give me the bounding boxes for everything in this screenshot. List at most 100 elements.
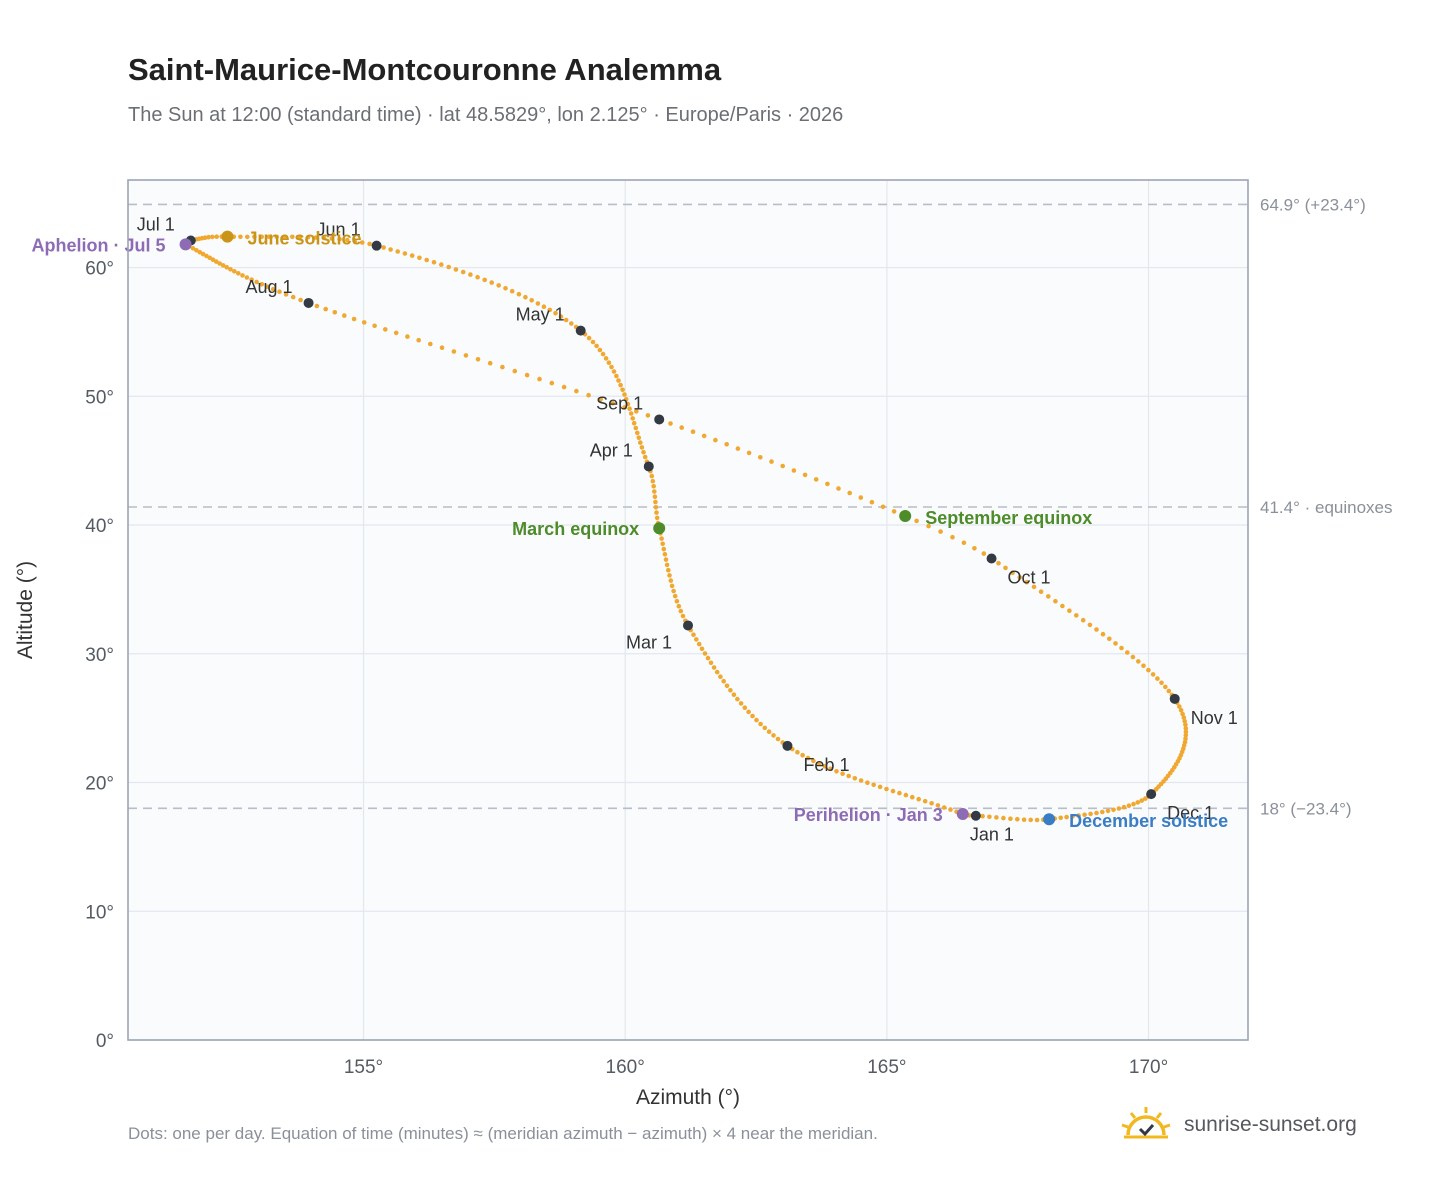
reference-line-label: 41.4° · equinoxes [1260, 498, 1393, 517]
month-marker-dot [683, 620, 693, 631]
daily-sun-dot [1074, 613, 1079, 618]
y-tick-label: 60° [85, 259, 114, 280]
daily-sun-dot [367, 241, 372, 247]
x-tick-label: 170° [1129, 1057, 1168, 1078]
daily-sun-dot [1010, 570, 1015, 575]
daily-sun-dot [1021, 817, 1027, 822]
daily-sun-dot [439, 262, 444, 267]
daily-sun-dot [678, 608, 684, 614]
daily-sun-dot [813, 477, 819, 482]
daily-sun-dot [1100, 809, 1105, 815]
daily-sun-dot [1087, 622, 1093, 628]
daily-sun-dot [487, 360, 493, 366]
daily-sun-dot [1183, 722, 1188, 728]
daily-sun-dot [383, 327, 388, 332]
daily-sun-dot [313, 235, 319, 240]
daily-sun-dot [679, 425, 684, 430]
daily-sun-dot [653, 499, 658, 505]
daily-sun-dot [661, 546, 667, 552]
daily-sun-dot [337, 236, 342, 242]
daily-sun-dot [266, 234, 272, 240]
daily-sun-dot [1113, 641, 1118, 646]
daily-sun-dot [460, 269, 466, 275]
daily-sun-dot [451, 349, 457, 354]
daily-sun-dot [563, 317, 569, 323]
daily-sun-dot [676, 603, 682, 609]
daily-sun-dot [631, 420, 637, 426]
daily-sun-dot [254, 279, 259, 285]
daily-sun-dot [714, 669, 720, 675]
daily-sun-dot [252, 234, 257, 240]
daily-sun-dot [1105, 808, 1111, 814]
daily-sun-dot [512, 368, 518, 374]
daily-sun-dot [1163, 684, 1168, 690]
daily-sun-dot [1178, 707, 1184, 713]
plot-border [127, 179, 1249, 1041]
daily-sun-dot [1060, 603, 1065, 609]
x-axis-label: Azimuth (°) [636, 1086, 740, 1109]
daily-sun-dot [791, 468, 797, 473]
daily-sun-dot [561, 384, 567, 390]
daily-sun-dot [1034, 817, 1040, 823]
daily-sun-dot [228, 267, 233, 272]
daily-sun-dot [393, 330, 399, 336]
daily-sun-dot [597, 347, 603, 353]
daily-sun-dot [680, 613, 686, 619]
event-marker-label: December solstice [1069, 811, 1228, 831]
daily-sun-dot [351, 316, 357, 322]
daily-sun-dot [463, 353, 469, 358]
daily-sun-dot [746, 450, 752, 456]
daily-sun-dot [190, 246, 196, 251]
daily-sun-dot [651, 484, 656, 489]
daily-sun-dot [663, 557, 669, 562]
daily-sun-dot [800, 752, 805, 758]
event-markers: June solstice December solstice March equi… [32, 229, 1229, 832]
daily-sun-dot [314, 303, 320, 309]
daily-sun-dot [994, 815, 999, 820]
daily-sun-dot [590, 339, 596, 345]
daily-sun-dot [388, 247, 393, 252]
daily-sun-dot [574, 388, 579, 394]
daily-sun-dot [696, 641, 702, 647]
daily-sun-dot [1150, 672, 1156, 677]
daily-sun-dot [1183, 726, 1189, 731]
event-marker-dot [221, 230, 234, 243]
daily-sun-dot [702, 651, 708, 656]
brand[interactable]: sunrise-sunset.org [1120, 1100, 1357, 1150]
daily-sun-dot [270, 286, 276, 292]
daily-sun-dot [1182, 719, 1187, 724]
y-tick-label: 10° [85, 902, 114, 923]
daily-sun-dot [1136, 659, 1141, 664]
daily-sun-dot [762, 725, 768, 731]
daily-sun-dot [865, 780, 870, 785]
daily-sun-dot [950, 534, 955, 540]
event-marker-label: June solstice [247, 229, 361, 249]
daily-sun-dot [259, 234, 265, 240]
daily-sun-dot [1125, 650, 1130, 655]
month-marker-label: Mar 1 [626, 632, 672, 652]
daily-sun-dot [321, 235, 327, 241]
y-tick-label: 40° [85, 516, 114, 537]
daily-sun-dot [496, 283, 502, 288]
daily-sun-dot [1183, 733, 1189, 738]
daily-sun-dot [981, 551, 987, 556]
daily-sun-dot [630, 416, 635, 421]
daily-sun-dot [305, 234, 311, 240]
reference-line-label: 64.9° (+23.4°) [1260, 195, 1366, 214]
daily-sun-dot [402, 251, 408, 256]
daily-sun-dot [701, 433, 707, 439]
daily-sun-dot [1143, 796, 1148, 801]
daily-sun-dot [926, 523, 931, 529]
x-tick-label: 160° [606, 1057, 645, 1078]
month-markers: Jan 1 Feb 1 Mar 1 Apr 1 May 1 Jun 1 Jul 1 Aug 1… [137, 215, 1238, 845]
daily-sun-dot [816, 761, 822, 766]
daily-sun-dot [840, 771, 845, 776]
daily-sun-dot [660, 541, 665, 547]
daily-sun-dot [529, 298, 534, 303]
daily-sun-dot [622, 392, 627, 397]
daily-sun-dot [1159, 680, 1164, 686]
daily-sun-dot [724, 442, 729, 447]
daily-sun-dot [395, 249, 401, 254]
daily-sun-dot [594, 343, 599, 349]
daily-sun-dot [606, 360, 612, 366]
